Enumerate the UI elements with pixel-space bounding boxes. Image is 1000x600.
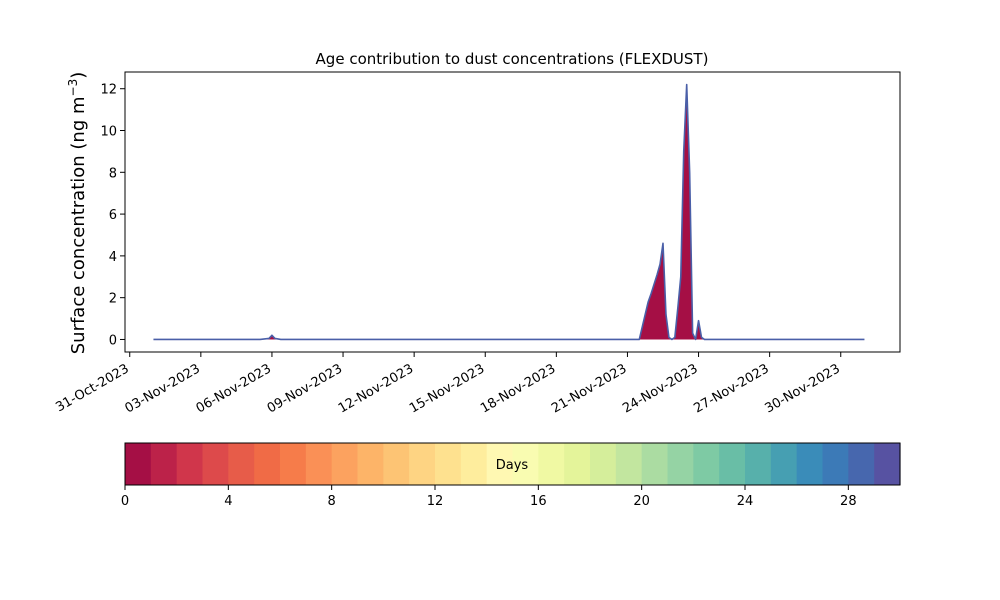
colorbar-segment — [331, 443, 359, 485]
colorbar-segment — [202, 443, 229, 485]
colorbar-segment — [538, 443, 565, 485]
colorbar-tick-label: 16 — [530, 494, 547, 509]
colorbar-frame — [124, 442, 901, 486]
colorbar-segment — [848, 443, 875, 485]
y-axis-label-close: ) — [68, 72, 89, 79]
colorbar-segment — [512, 443, 539, 485]
y-tick-label: 6 — [109, 208, 117, 223]
colorbar-segment — [280, 443, 307, 485]
plot-area — [153, 83, 865, 341]
colorbar-tick-label: 8 — [328, 494, 336, 509]
colorbar-segment — [460, 443, 488, 485]
colorbar-tick-label: 20 — [633, 494, 650, 509]
y-axis-label-superscript: −3 — [66, 79, 80, 97]
colorbar-segment — [305, 443, 333, 485]
colorbar-tick-label: 12 — [427, 494, 444, 509]
y-tick-label: 10 — [100, 125, 117, 140]
colorbar-segment — [150, 443, 178, 485]
colorbar-tick-label: 4 — [224, 494, 232, 509]
colorbar-segment — [254, 443, 281, 485]
colorbar-segment — [641, 443, 669, 485]
series-0-area — [153, 84, 865, 340]
y-tick-label: 4 — [109, 250, 117, 265]
colorbar-segment — [383, 443, 410, 485]
y-axis: 0 2 4 6 8 10 12 — [100, 83, 125, 348]
colorbar-ticks: 0 4 8 12 16 20 24 28 — [121, 485, 857, 509]
colorbar-tick-label: 0 — [121, 494, 129, 509]
y-tick-label: 2 — [109, 292, 117, 307]
colorbar-segment — [693, 443, 720, 485]
colorbar — [125, 443, 901, 485]
y-tick-label: 0 — [109, 333, 117, 348]
colorbar-segment — [486, 443, 514, 485]
colorbar-segment — [409, 443, 436, 485]
colorbar-segment — [564, 443, 591, 485]
colorbar-segment — [745, 443, 772, 485]
chart-title: Age contribution to dust concentrations … — [316, 50, 709, 68]
y-axis-label: Surface concentration (ng m−3) — [66, 72, 89, 355]
colorbar-tick-label: 28 — [840, 494, 857, 509]
colorbar-segment — [822, 443, 849, 485]
colorbar-segment — [719, 443, 746, 485]
colorbar-label: Days — [496, 458, 529, 473]
colorbar-segment — [615, 443, 643, 485]
colorbar-segment — [770, 443, 798, 485]
colorbar-segment — [228, 443, 255, 485]
colorbar-segment — [125, 443, 152, 485]
colorbar-segment — [796, 443, 824, 485]
colorbar-tick-label: 24 — [737, 494, 754, 509]
y-axis-label-main: Surface concentration (ng m — [68, 96, 89, 354]
colorbar-segment — [590, 443, 617, 485]
colorbar-segment — [357, 443, 384, 485]
y-tick-label: 12 — [100, 83, 117, 98]
colorbar-segment — [435, 443, 462, 485]
colorbar-segment — [176, 443, 204, 485]
colorbar-segment — [874, 443, 901, 485]
y-tick-label: 8 — [109, 166, 117, 181]
series-0-line — [153, 83, 865, 341]
colorbar-segment — [667, 443, 694, 485]
axes-frame — [124, 71, 901, 353]
